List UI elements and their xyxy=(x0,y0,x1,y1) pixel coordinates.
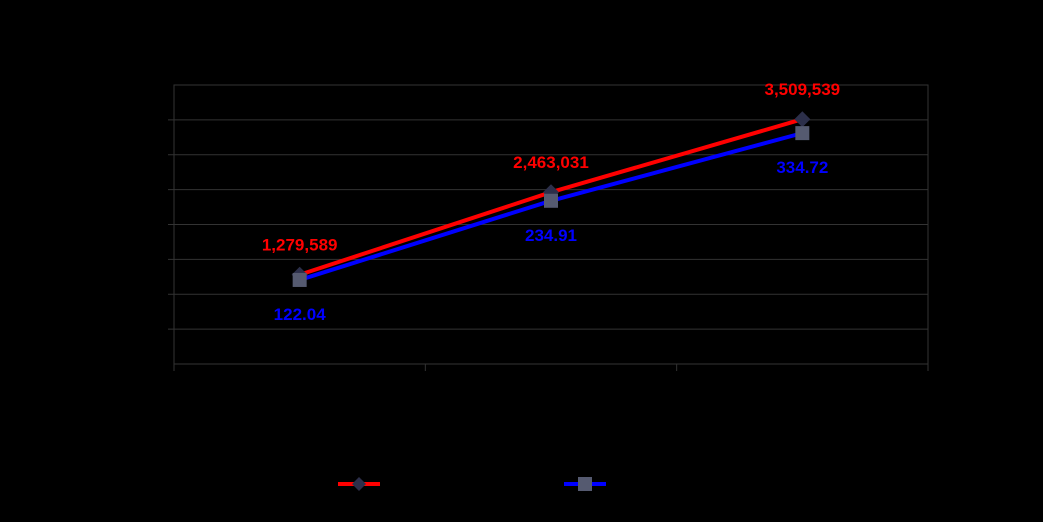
diamond-marker xyxy=(794,111,811,128)
watermark-logo xyxy=(919,6,1037,26)
x-axis xyxy=(173,363,929,371)
data-label: 334.72 xyxy=(776,158,828,177)
source-watermark xyxy=(605,498,1035,518)
legend xyxy=(338,477,606,491)
data-label: 234.91 xyxy=(525,226,577,245)
series-markers xyxy=(291,111,811,287)
data-labels: 1,279,589 2,463,031 3,509,539 122.04 234.91 3… xyxy=(262,80,840,324)
data-label: 1,279,589 xyxy=(262,236,338,255)
data-label: 2,463,031 xyxy=(513,153,589,172)
data-label: 122.04 xyxy=(274,305,327,324)
legend-diamond-icon xyxy=(352,477,366,491)
square-marker xyxy=(292,272,307,287)
square-marker xyxy=(544,193,558,208)
square-marker xyxy=(795,126,810,141)
legend-square-icon xyxy=(578,477,592,491)
data-label: 3,509,539 xyxy=(765,80,841,99)
